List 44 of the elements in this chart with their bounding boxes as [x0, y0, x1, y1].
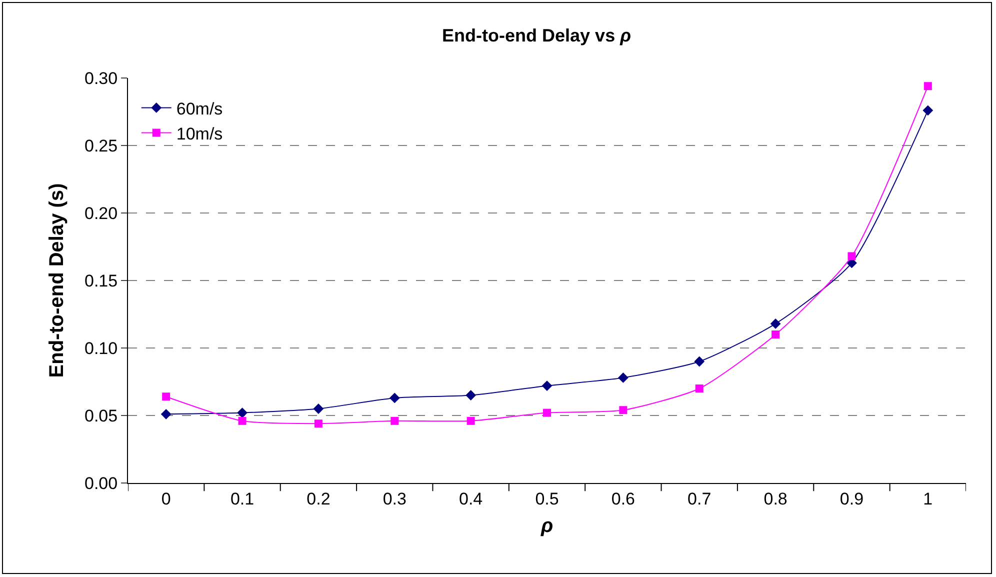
point — [466, 390, 476, 400]
x-tick-label: 0.4 — [459, 489, 483, 508]
x-tick-label: 0.6 — [611, 489, 635, 508]
point — [770, 318, 781, 329]
x-tick-label: 0.5 — [535, 489, 559, 508]
x-tick-label: 0.9 — [840, 489, 864, 508]
point — [160, 408, 172, 420]
point — [922, 105, 934, 116]
y-tick-label: 0.10 — [84, 338, 118, 358]
y-tick-label: 0.05 — [84, 406, 118, 426]
chart-title: End-to-end Delay vs ρ — [442, 25, 632, 46]
point — [389, 392, 400, 404]
point — [619, 406, 628, 414]
point — [848, 252, 856, 260]
point — [543, 408, 551, 417]
point — [466, 416, 475, 425]
x-tick-label: 0.7 — [688, 489, 712, 508]
point — [237, 408, 248, 418]
point — [695, 384, 704, 392]
point — [162, 392, 170, 401]
x-tick-label: 1 — [923, 489, 933, 508]
point — [772, 330, 780, 338]
y-tick-label: 0.15 — [84, 271, 118, 290]
y-axis-title: End-to-end Delay (s) — [46, 183, 68, 378]
y-tick-label: 0.25 — [84, 136, 118, 156]
point — [542, 380, 552, 391]
x-tick-label: 0.3 — [382, 489, 406, 508]
y-tick-label: 0.30 — [84, 68, 118, 88]
point — [238, 416, 246, 425]
point — [924, 82, 932, 90]
x-tick-label: 0.8 — [764, 489, 788, 508]
point — [313, 404, 324, 414]
y-tick-label: 0.00 — [84, 474, 118, 493]
y-tick-label: 0.20 — [84, 204, 118, 223]
x-axis-title: ρ — [540, 514, 554, 537]
x-tick-label: 0.2 — [306, 489, 330, 508]
x-tick-label: 0.1 — [230, 489, 254, 508]
point — [694, 356, 705, 367]
legend-label: 10m/s — [176, 124, 223, 144]
point — [618, 372, 628, 383]
x-tick-label: 0 — [161, 489, 171, 508]
point — [390, 416, 399, 425]
legend-label: 60m/s — [176, 99, 223, 118]
point — [314, 420, 322, 428]
